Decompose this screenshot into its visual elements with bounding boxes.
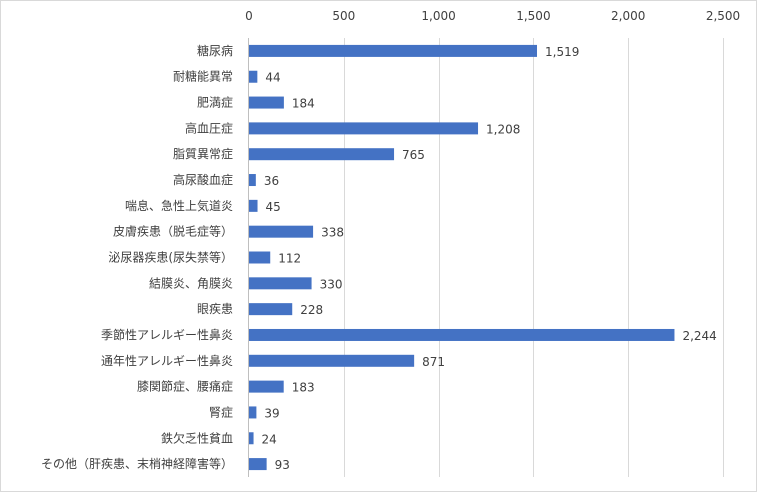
bar — [249, 458, 267, 471]
bar — [249, 122, 479, 135]
value-labels: 1,519 44 184 1,208 765 36 45 338 112 330 228 2,244 8… — [262, 45, 717, 472]
data-label: 184 — [292, 97, 315, 111]
bar — [249, 96, 284, 109]
bar — [249, 432, 254, 445]
data-label: 45 — [266, 200, 281, 214]
x-tick-label: 2,000 — [611, 9, 645, 23]
x-tick-label: 500 — [332, 9, 355, 23]
data-label: 330 — [320, 277, 343, 291]
bar — [249, 406, 257, 419]
data-label: 183 — [292, 381, 315, 395]
data-label: 228 — [300, 303, 323, 317]
category-label: 鉄欠乏性貧血 — [161, 430, 233, 445]
bar — [249, 44, 538, 57]
x-tick-label: 1,500 — [516, 9, 550, 23]
bar — [249, 148, 395, 161]
data-label: 765 — [402, 148, 425, 162]
category-label: 耐糖能異常 — [173, 69, 233, 84]
data-label: 39 — [264, 406, 279, 420]
data-label: 112 — [278, 252, 301, 266]
data-label: 2,244 — [682, 329, 716, 343]
bar — [249, 225, 314, 238]
data-label: 1,519 — [545, 45, 579, 59]
data-label: 1,208 — [486, 122, 520, 136]
data-label: 871 — [422, 355, 445, 369]
category-label: 腎症 — [209, 404, 233, 419]
category-label: 結膜炎、角膜炎 — [149, 276, 233, 290]
data-label: 24 — [262, 432, 277, 446]
bar — [249, 328, 675, 341]
data-label: 338 — [321, 226, 344, 240]
category-label: その他（肝疾患、末梢神経障害等） — [41, 456, 233, 471]
bar — [249, 251, 271, 264]
category-label: 皮膚疾患（脱毛症等） — [113, 224, 233, 239]
category-label: 糖尿病 — [197, 43, 233, 58]
category-label: 喘息、急性上気道炎 — [125, 198, 233, 213]
category-label: 高尿酸血症 — [173, 172, 233, 187]
category-label: 通年性アレルギー性鼻炎 — [101, 353, 233, 368]
category-label: 高血圧症 — [185, 120, 233, 135]
x-axis-ticks: 0 500 1,000 1,500 2,000 2,500 — [245, 9, 740, 23]
bar — [249, 354, 415, 367]
bar — [249, 174, 256, 187]
bar — [249, 303, 293, 316]
bar — [249, 199, 258, 212]
bar — [249, 70, 258, 83]
bar — [249, 277, 312, 290]
category-label: 肥満症 — [197, 95, 233, 110]
category-label: 季節性アレルギー性鼻炎 — [101, 327, 233, 342]
gridlines — [344, 38, 724, 477]
data-label: 44 — [265, 71, 280, 85]
x-tick-label: 1,000 — [421, 9, 455, 23]
category-label: 泌尿器疾患(尿失禁等） — [108, 250, 233, 265]
data-label: 93 — [275, 458, 290, 472]
bar — [249, 380, 284, 393]
category-labels: 糖尿病耐糖能異常肥満症高血圧症脂質異常症高尿酸血症喘息、急性上気道炎皮膚疾患（脱… — [41, 43, 233, 471]
category-label: 膝関節症、腰痛症 — [137, 379, 233, 394]
x-tick-label: 2,500 — [706, 9, 740, 23]
data-label: 36 — [264, 174, 279, 188]
x-tick-label: 0 — [245, 9, 253, 23]
bars — [249, 44, 675, 471]
category-label: 脂質異常症 — [173, 146, 233, 161]
category-label: 眼疾患 — [197, 301, 233, 316]
